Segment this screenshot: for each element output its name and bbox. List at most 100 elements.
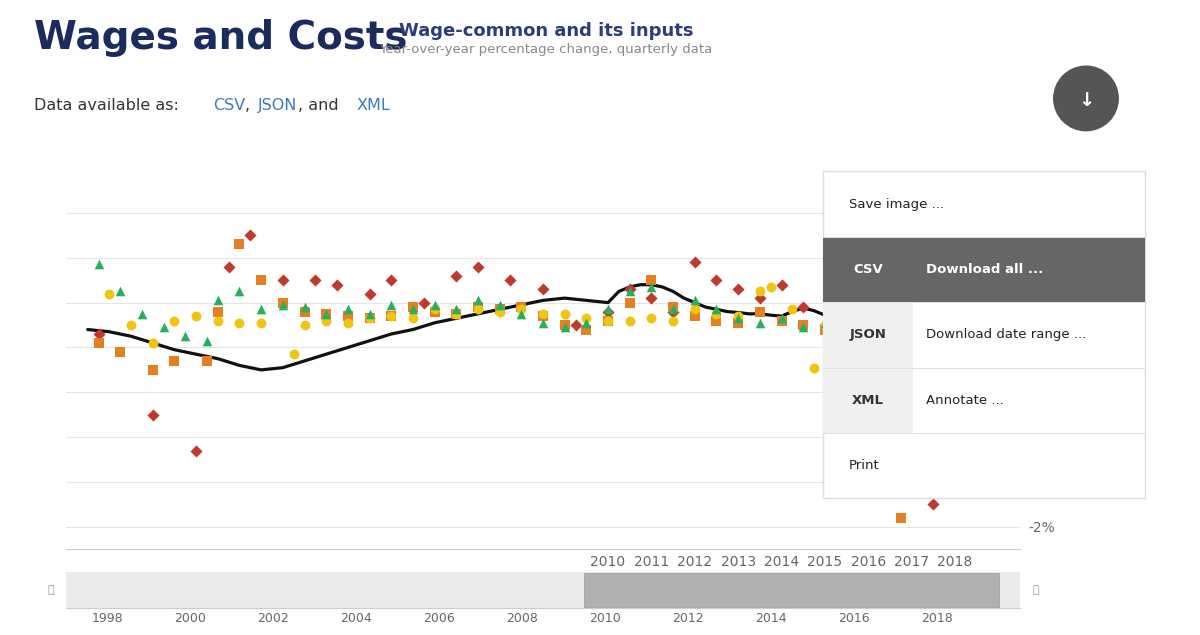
Text: ↓: ↓ — [1078, 91, 1094, 110]
Point — [956, 374, 976, 384]
Point — [707, 309, 726, 319]
Point — [870, 477, 889, 487]
Point — [599, 304, 618, 314]
Point — [859, 360, 878, 370]
Text: CSV: CSV — [214, 98, 246, 114]
Text: CSV: CSV — [853, 263, 883, 276]
Point — [902, 486, 922, 496]
Point — [782, 304, 802, 314]
Point — [143, 364, 162, 375]
Point — [728, 313, 748, 323]
Text: JSON: JSON — [258, 98, 298, 114]
Point — [881, 376, 900, 386]
Text: Annotate ...: Annotate ... — [926, 394, 1004, 407]
Point — [847, 405, 866, 415]
Point — [360, 288, 379, 298]
Point — [664, 316, 683, 326]
Point — [317, 309, 336, 319]
Point — [533, 284, 552, 294]
Point — [913, 427, 932, 438]
Point — [989, 345, 1008, 355]
Point — [274, 275, 293, 285]
Point — [577, 324, 596, 335]
Point — [197, 356, 216, 366]
Point — [295, 320, 314, 330]
Point — [881, 450, 900, 460]
Point — [750, 307, 769, 317]
Point — [772, 313, 791, 323]
Point — [836, 338, 856, 348]
Point — [490, 307, 509, 317]
Point — [446, 304, 466, 314]
Point — [707, 304, 726, 314]
Point — [295, 307, 314, 317]
Point — [164, 316, 184, 326]
Point — [826, 363, 845, 373]
Point — [197, 336, 216, 346]
Point — [446, 309, 466, 319]
Point — [664, 304, 683, 314]
Point — [338, 311, 358, 321]
Bar — [823, 302, 913, 368]
Text: ⏸: ⏸ — [1032, 585, 1039, 595]
Point — [556, 322, 575, 332]
Point — [220, 262, 239, 272]
Point — [847, 371, 866, 382]
Text: Wages and Costs: Wages and Costs — [34, 19, 407, 57]
Point — [468, 262, 487, 272]
Circle shape — [1054, 66, 1118, 131]
Point — [685, 304, 704, 314]
Point — [121, 320, 140, 330]
Bar — [584, 573, 1000, 607]
Point — [642, 313, 661, 323]
Point — [468, 304, 487, 314]
Point — [620, 298, 640, 308]
Point — [836, 367, 856, 377]
Point — [490, 304, 509, 314]
Point — [946, 326, 965, 337]
Point — [772, 279, 791, 290]
Point — [599, 316, 618, 326]
Point — [328, 279, 347, 290]
Point — [859, 437, 878, 447]
Point — [110, 347, 130, 357]
Point — [859, 351, 878, 361]
Point — [230, 286, 250, 297]
Point — [946, 363, 965, 373]
Point — [252, 275, 271, 285]
Point — [306, 275, 325, 285]
Text: , and: , and — [298, 98, 343, 114]
Point — [490, 300, 509, 310]
Point — [446, 309, 466, 319]
Point — [892, 472, 911, 483]
Point — [707, 275, 726, 285]
Point — [685, 311, 704, 321]
Bar — [823, 237, 913, 302]
Point — [414, 298, 433, 308]
Point — [382, 300, 401, 310]
Point — [577, 313, 596, 323]
Point — [620, 286, 640, 297]
Point — [793, 302, 812, 312]
Point — [425, 300, 444, 310]
Point — [403, 302, 422, 312]
Point — [500, 275, 520, 285]
Point — [382, 311, 401, 321]
Point — [989, 295, 1008, 305]
Point — [870, 358, 889, 368]
Point — [599, 307, 618, 317]
Point — [241, 231, 260, 241]
Point — [924, 302, 943, 312]
Point — [360, 309, 379, 319]
Point — [935, 410, 954, 420]
Point — [446, 271, 466, 281]
Point — [100, 288, 119, 298]
Text: JSON: JSON — [850, 328, 887, 342]
Point — [468, 302, 487, 312]
Point — [511, 302, 530, 312]
Point — [252, 318, 271, 328]
Point — [924, 358, 943, 368]
Point — [230, 239, 250, 250]
Point — [186, 311, 205, 321]
Text: XML: XML — [852, 394, 884, 407]
